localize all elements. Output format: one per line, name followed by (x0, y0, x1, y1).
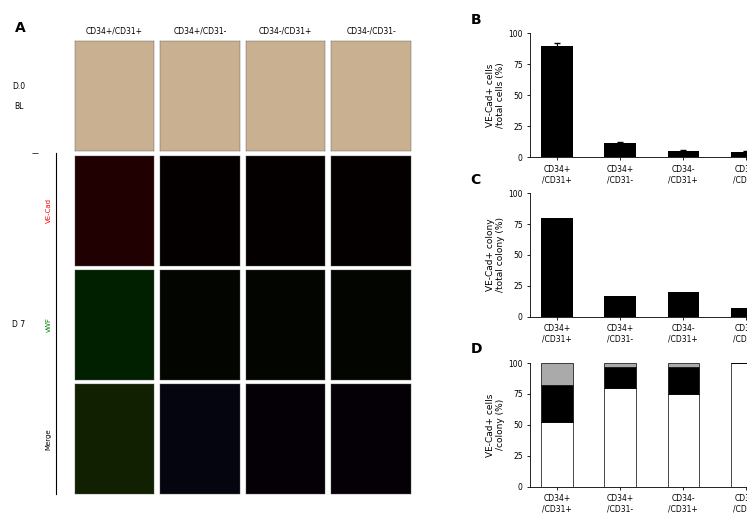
Bar (668, 292, 699, 317)
Text: VE-Cad: VE-Cad (46, 198, 52, 223)
Bar (542, 422, 573, 487)
Text: D 7: D 7 (12, 320, 25, 330)
Bar (731, 363, 747, 487)
Text: CD34+/CD31-: CD34+/CD31- (173, 26, 226, 35)
Text: vWF: vWF (46, 317, 52, 333)
Text: CD34+/CD31+: CD34+/CD31+ (86, 26, 143, 35)
Bar (604, 296, 636, 317)
Bar (731, 308, 747, 317)
Y-axis label: VE-Cad+ cells
/colony (%): VE-Cad+ cells /colony (%) (486, 393, 506, 457)
Bar (668, 151, 699, 157)
Text: D.0: D.0 (12, 81, 25, 91)
Bar (604, 367, 636, 388)
Text: Merge: Merge (46, 428, 52, 450)
Bar (668, 363, 699, 367)
Bar (604, 363, 636, 367)
Bar (604, 388, 636, 487)
Y-axis label: VE-Cad+ colony
/total colony (%): VE-Cad+ colony /total colony (%) (486, 217, 506, 293)
Bar (668, 394, 699, 487)
Text: A: A (15, 21, 25, 35)
Text: B: B (471, 13, 481, 27)
Text: D: D (471, 342, 482, 356)
Bar (731, 151, 747, 157)
Bar (542, 218, 573, 317)
Bar (542, 46, 573, 157)
Y-axis label: VE-Cad+ cells
/total cells (%): VE-Cad+ cells /total cells (%) (486, 62, 506, 128)
Text: C: C (471, 173, 481, 186)
Bar (604, 144, 636, 157)
Bar (542, 385, 573, 422)
Text: CD34-/CD31-: CD34-/CD31- (346, 26, 396, 35)
Bar (542, 363, 573, 385)
Text: CD34-/CD31+: CD34-/CD31+ (259, 26, 312, 35)
Bar (668, 367, 699, 394)
Text: BL: BL (14, 102, 23, 111)
